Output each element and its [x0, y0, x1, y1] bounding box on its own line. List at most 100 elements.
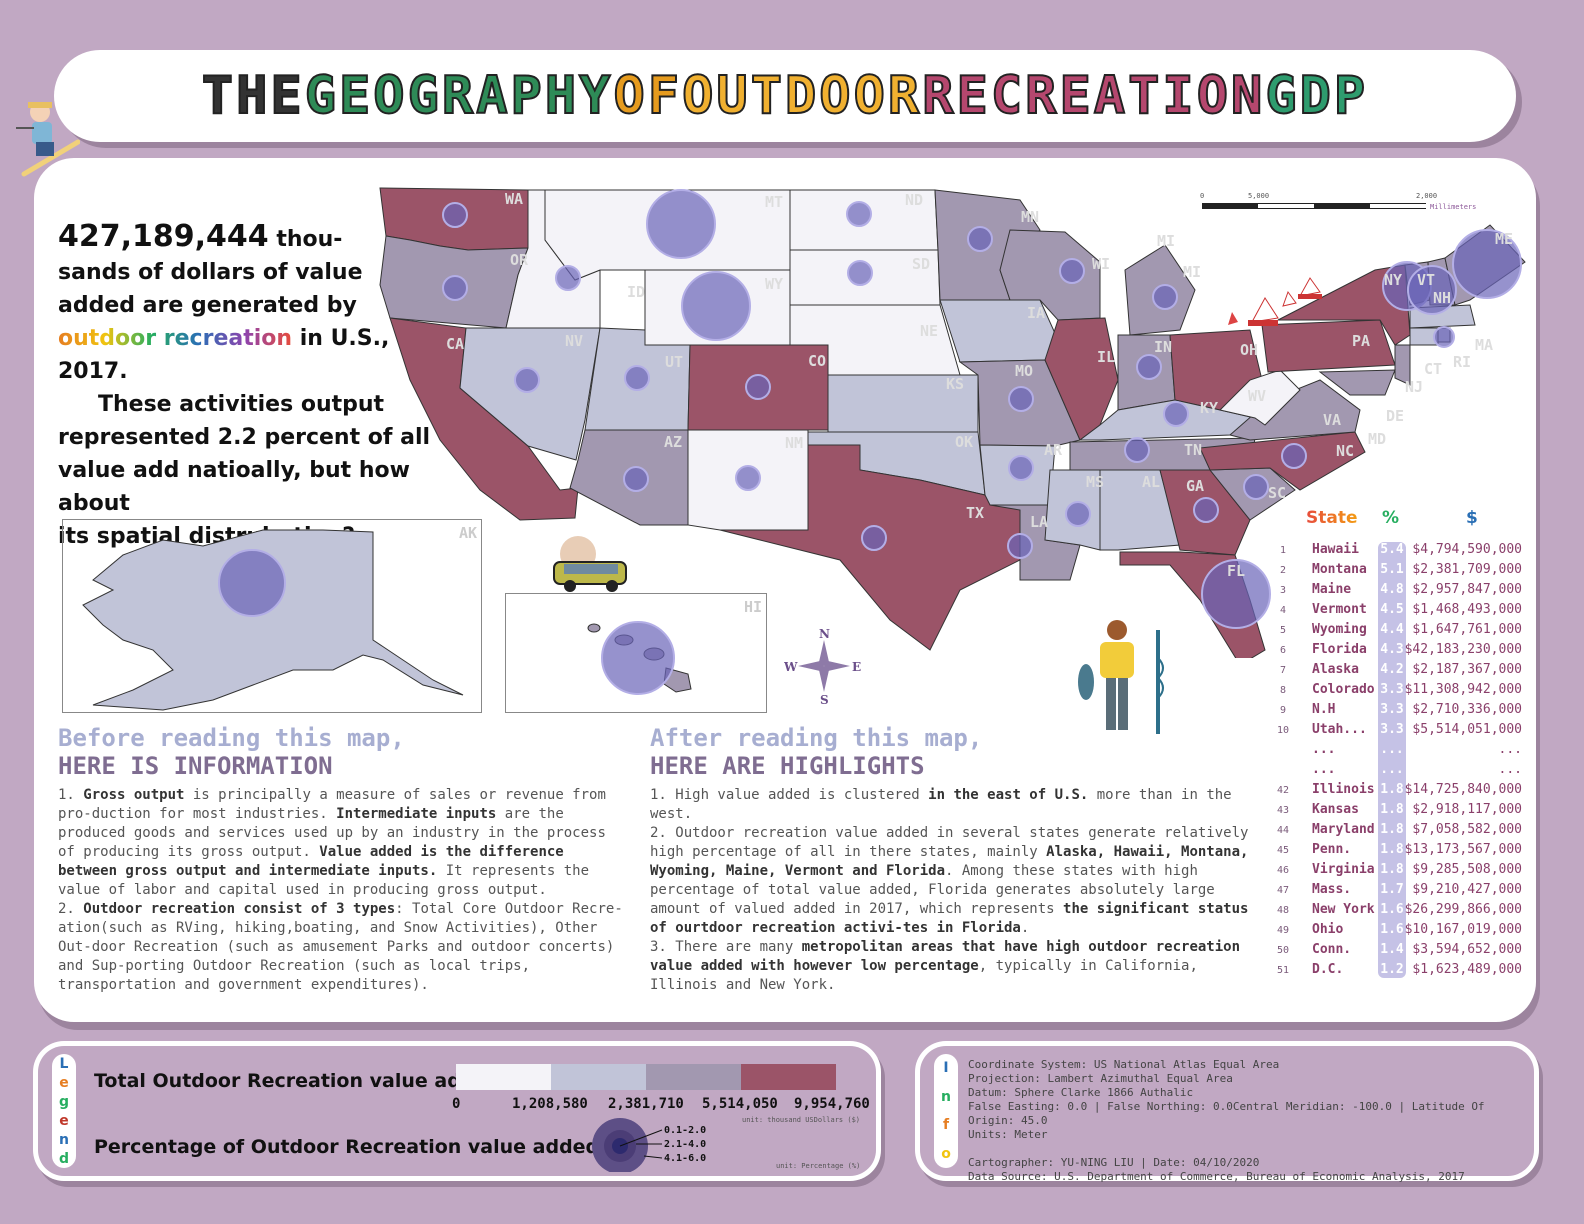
table-header-dollar: $ — [1466, 508, 1478, 528]
table-cell-pct: 4.8 — [1380, 582, 1404, 597]
before-subheading: HERE IS INFORMATION — [58, 752, 333, 780]
state-ak — [82, 529, 464, 711]
bubble-mo — [1008, 386, 1034, 412]
table-row: 44 Maryland 1.8 $7,058,582,000 — [1272, 822, 1532, 842]
title-banner: THE GEOGRAPHY OF OUTDOOR RECREATION GDP — [54, 50, 1516, 142]
table-cell-state: Montana — [1312, 562, 1367, 577]
table-cell-rank: 44 — [1276, 825, 1290, 836]
table-cell-pct: 4.5 — [1380, 602, 1404, 617]
ramp-tick: 5,514,050 — [702, 1096, 778, 1112]
table-cell-value: $26,299,866,000 — [1404, 902, 1522, 917]
table-row: ......... — [1272, 742, 1532, 762]
bubble-nm — [735, 465, 761, 491]
label-va: VA — [1323, 411, 1341, 429]
info-panel: I n f o Coordinate System: US National A… — [920, 1046, 1534, 1183]
compass-rose: N S E W — [783, 626, 864, 707]
table-cell-value: $2,918,117,000 — [1412, 802, 1522, 817]
bubble-wi — [1059, 258, 1085, 284]
label-la: LA — [1030, 513, 1048, 531]
table-cell-rank: 1 — [1279, 545, 1287, 556]
scale-tick: 0 — [1200, 192, 1204, 200]
table-row: 47 Mass. 1.7 $9,210,427,000 — [1272, 882, 1532, 902]
label-mn: MN — [1021, 208, 1039, 226]
compass-w: W — [784, 660, 798, 674]
table-cell-pct: 1.6 — [1380, 922, 1404, 937]
state-wv — [1219, 369, 1301, 426]
table-cell-pct: 5.4 — [1380, 542, 1404, 557]
table-cell-value: $14,725,840,000 — [1404, 782, 1522, 797]
label-nh: NH — [1433, 289, 1451, 307]
table-cell-rank: 7 — [1279, 665, 1287, 676]
headline-text: added are generated by — [58, 293, 357, 318]
table-row: 43 Kansas 1.8 $2,918,117,000 — [1272, 802, 1532, 822]
label-al: AL — [1142, 473, 1160, 491]
table-row: 9 N.H 3.3 $2,710,336,000 — [1272, 702, 1532, 722]
label-vt: VT — [1417, 271, 1435, 289]
bubble-hi — [601, 621, 675, 695]
label-mi-upper: MI — [1157, 232, 1175, 250]
table-header-state: State — [1306, 508, 1358, 528]
table-cell-value: $2,381,709,000 — [1412, 562, 1522, 577]
bubble-nc — [1281, 443, 1307, 469]
label-mi: MI — [1183, 263, 1201, 281]
table-cell-rank: 2 — [1279, 565, 1287, 576]
pct-class-label: 0.1-2.0 — [664, 1125, 706, 1136]
label-ky: KY — [1200, 399, 1218, 417]
table-header-percent: % — [1382, 508, 1400, 528]
info-line — [968, 1142, 1534, 1156]
table-cell-value: $2,957,847,000 — [1412, 582, 1522, 597]
table-cell-pct: 4.4 — [1380, 622, 1404, 637]
state-nj — [1394, 344, 1411, 386]
label-az: AZ — [664, 433, 682, 451]
bubble-or — [442, 275, 468, 301]
table-cell-rank: 45 — [1276, 845, 1290, 856]
label-ne: NE — [920, 322, 938, 340]
compass-n: N — [819, 627, 830, 641]
label-il: IL — [1097, 348, 1115, 366]
table-cell-state: ... — [1312, 762, 1336, 777]
ramp-class-1 — [456, 1064, 551, 1090]
table-row: 2 Montana 5.1 $2,381,709,000 — [1272, 562, 1532, 582]
label-ar: AR — [1044, 441, 1063, 459]
bubble-wa — [442, 202, 468, 228]
label-nc: NC — [1336, 442, 1354, 460]
headline-text: represented 2.2 percent of all — [58, 425, 431, 450]
label-ks: KS — [946, 375, 964, 393]
label-wy: WY — [765, 275, 783, 293]
bubble-id — [555, 265, 581, 291]
table-cell-state: Ohio — [1312, 922, 1344, 937]
table-cell-pct: 4.3 — [1380, 642, 1404, 657]
bubble-la — [1007, 533, 1033, 559]
table-cell-state: Alaska — [1312, 662, 1359, 677]
label-de: DE — [1386, 407, 1404, 425]
table-row: ......... — [1272, 762, 1532, 782]
table-cell-rank: 10 — [1276, 725, 1290, 736]
bubble-ky — [1163, 401, 1189, 427]
bubble-me — [1452, 229, 1522, 299]
table-cell-value: $7,058,582,000 — [1412, 822, 1522, 837]
table-cell-value: $1,468,493,000 — [1412, 602, 1522, 617]
car-icon — [552, 534, 630, 594]
after-body: 1. High value added is clustered in the … — [650, 787, 1249, 993]
table-cell-state: Penn. — [1312, 842, 1352, 857]
label-in: IN — [1154, 338, 1172, 356]
ramp-tick: 1,208,580 — [512, 1096, 588, 1112]
page-title: THE GEOGRAPHY OF OUTDOOR RECREATION GDP — [54, 50, 1516, 142]
table-row: 10 Utah... 3.3 $5,514,051,000 — [1272, 722, 1532, 742]
label-id: ID — [627, 283, 645, 301]
ramp-tick: 2,381,710 — [608, 1096, 684, 1112]
table-cell-pct: 1.7 — [1380, 882, 1404, 897]
legend-panel: L e g e n d Total Outdoor Recreation val… — [38, 1046, 876, 1176]
bubble-sc — [1243, 474, 1269, 500]
headline-text: value add natioally, but how about — [58, 458, 410, 516]
info-text: Coordinate System: US National Atlas Equ… — [968, 1058, 1534, 1184]
title-word: OUTDOOR — [681, 65, 923, 127]
percent-unit: unit: Percentage (%) — [776, 1162, 861, 1170]
label-ca: CA — [446, 335, 464, 353]
table-cell-pct: 1.4 — [1380, 942, 1404, 957]
headline-text: These activities output — [98, 392, 385, 417]
headline-text: in U.S., 2017. — [58, 326, 390, 384]
percent-column-bg — [1378, 542, 1406, 978]
table-row: 48 New York 1.6 $26,299,866,000 — [1272, 902, 1532, 922]
table-row: 46 Virginia 1.8 $9,285,508,000 — [1272, 862, 1532, 882]
